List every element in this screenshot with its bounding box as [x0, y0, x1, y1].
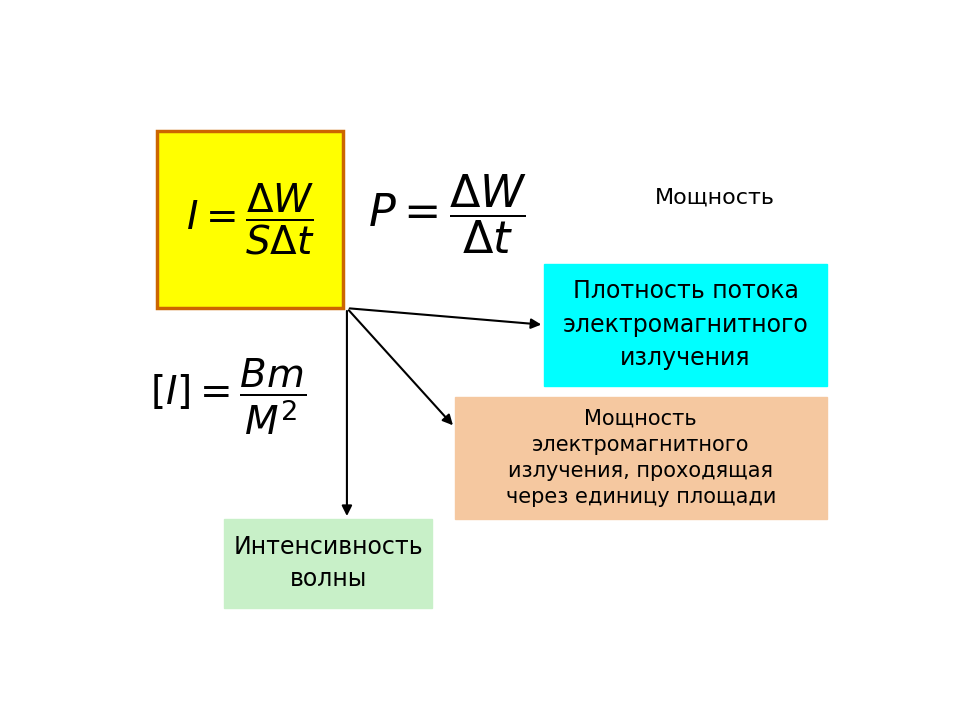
FancyBboxPatch shape	[455, 397, 827, 519]
Text: Интенсивность
волны: Интенсивность волны	[233, 536, 423, 591]
FancyBboxPatch shape	[225, 519, 432, 608]
Text: $I = \dfrac{\Delta W}{S\Delta t}$: $I = \dfrac{\Delta W}{S\Delta t}$	[185, 182, 315, 257]
Text: $[I] = \dfrac{Bm}{M^{2}}$: $[I] = \dfrac{Bm}{M^{2}}$	[150, 356, 306, 437]
Text: Мощность
электромагнитного
излучения, проходящая
через единицу площади: Мощность электромагнитного излучения, пр…	[506, 408, 776, 508]
FancyBboxPatch shape	[157, 131, 344, 308]
FancyBboxPatch shape	[544, 264, 827, 386]
Text: Мощность: Мощность	[655, 187, 776, 207]
Text: $P = \dfrac{\Delta W}{\Delta t}$: $P = \dfrac{\Delta W}{\Delta t}$	[368, 172, 527, 256]
Text: Плотность потока
электромагнитного
излучения: Плотность потока электромагнитного излуч…	[563, 279, 808, 370]
